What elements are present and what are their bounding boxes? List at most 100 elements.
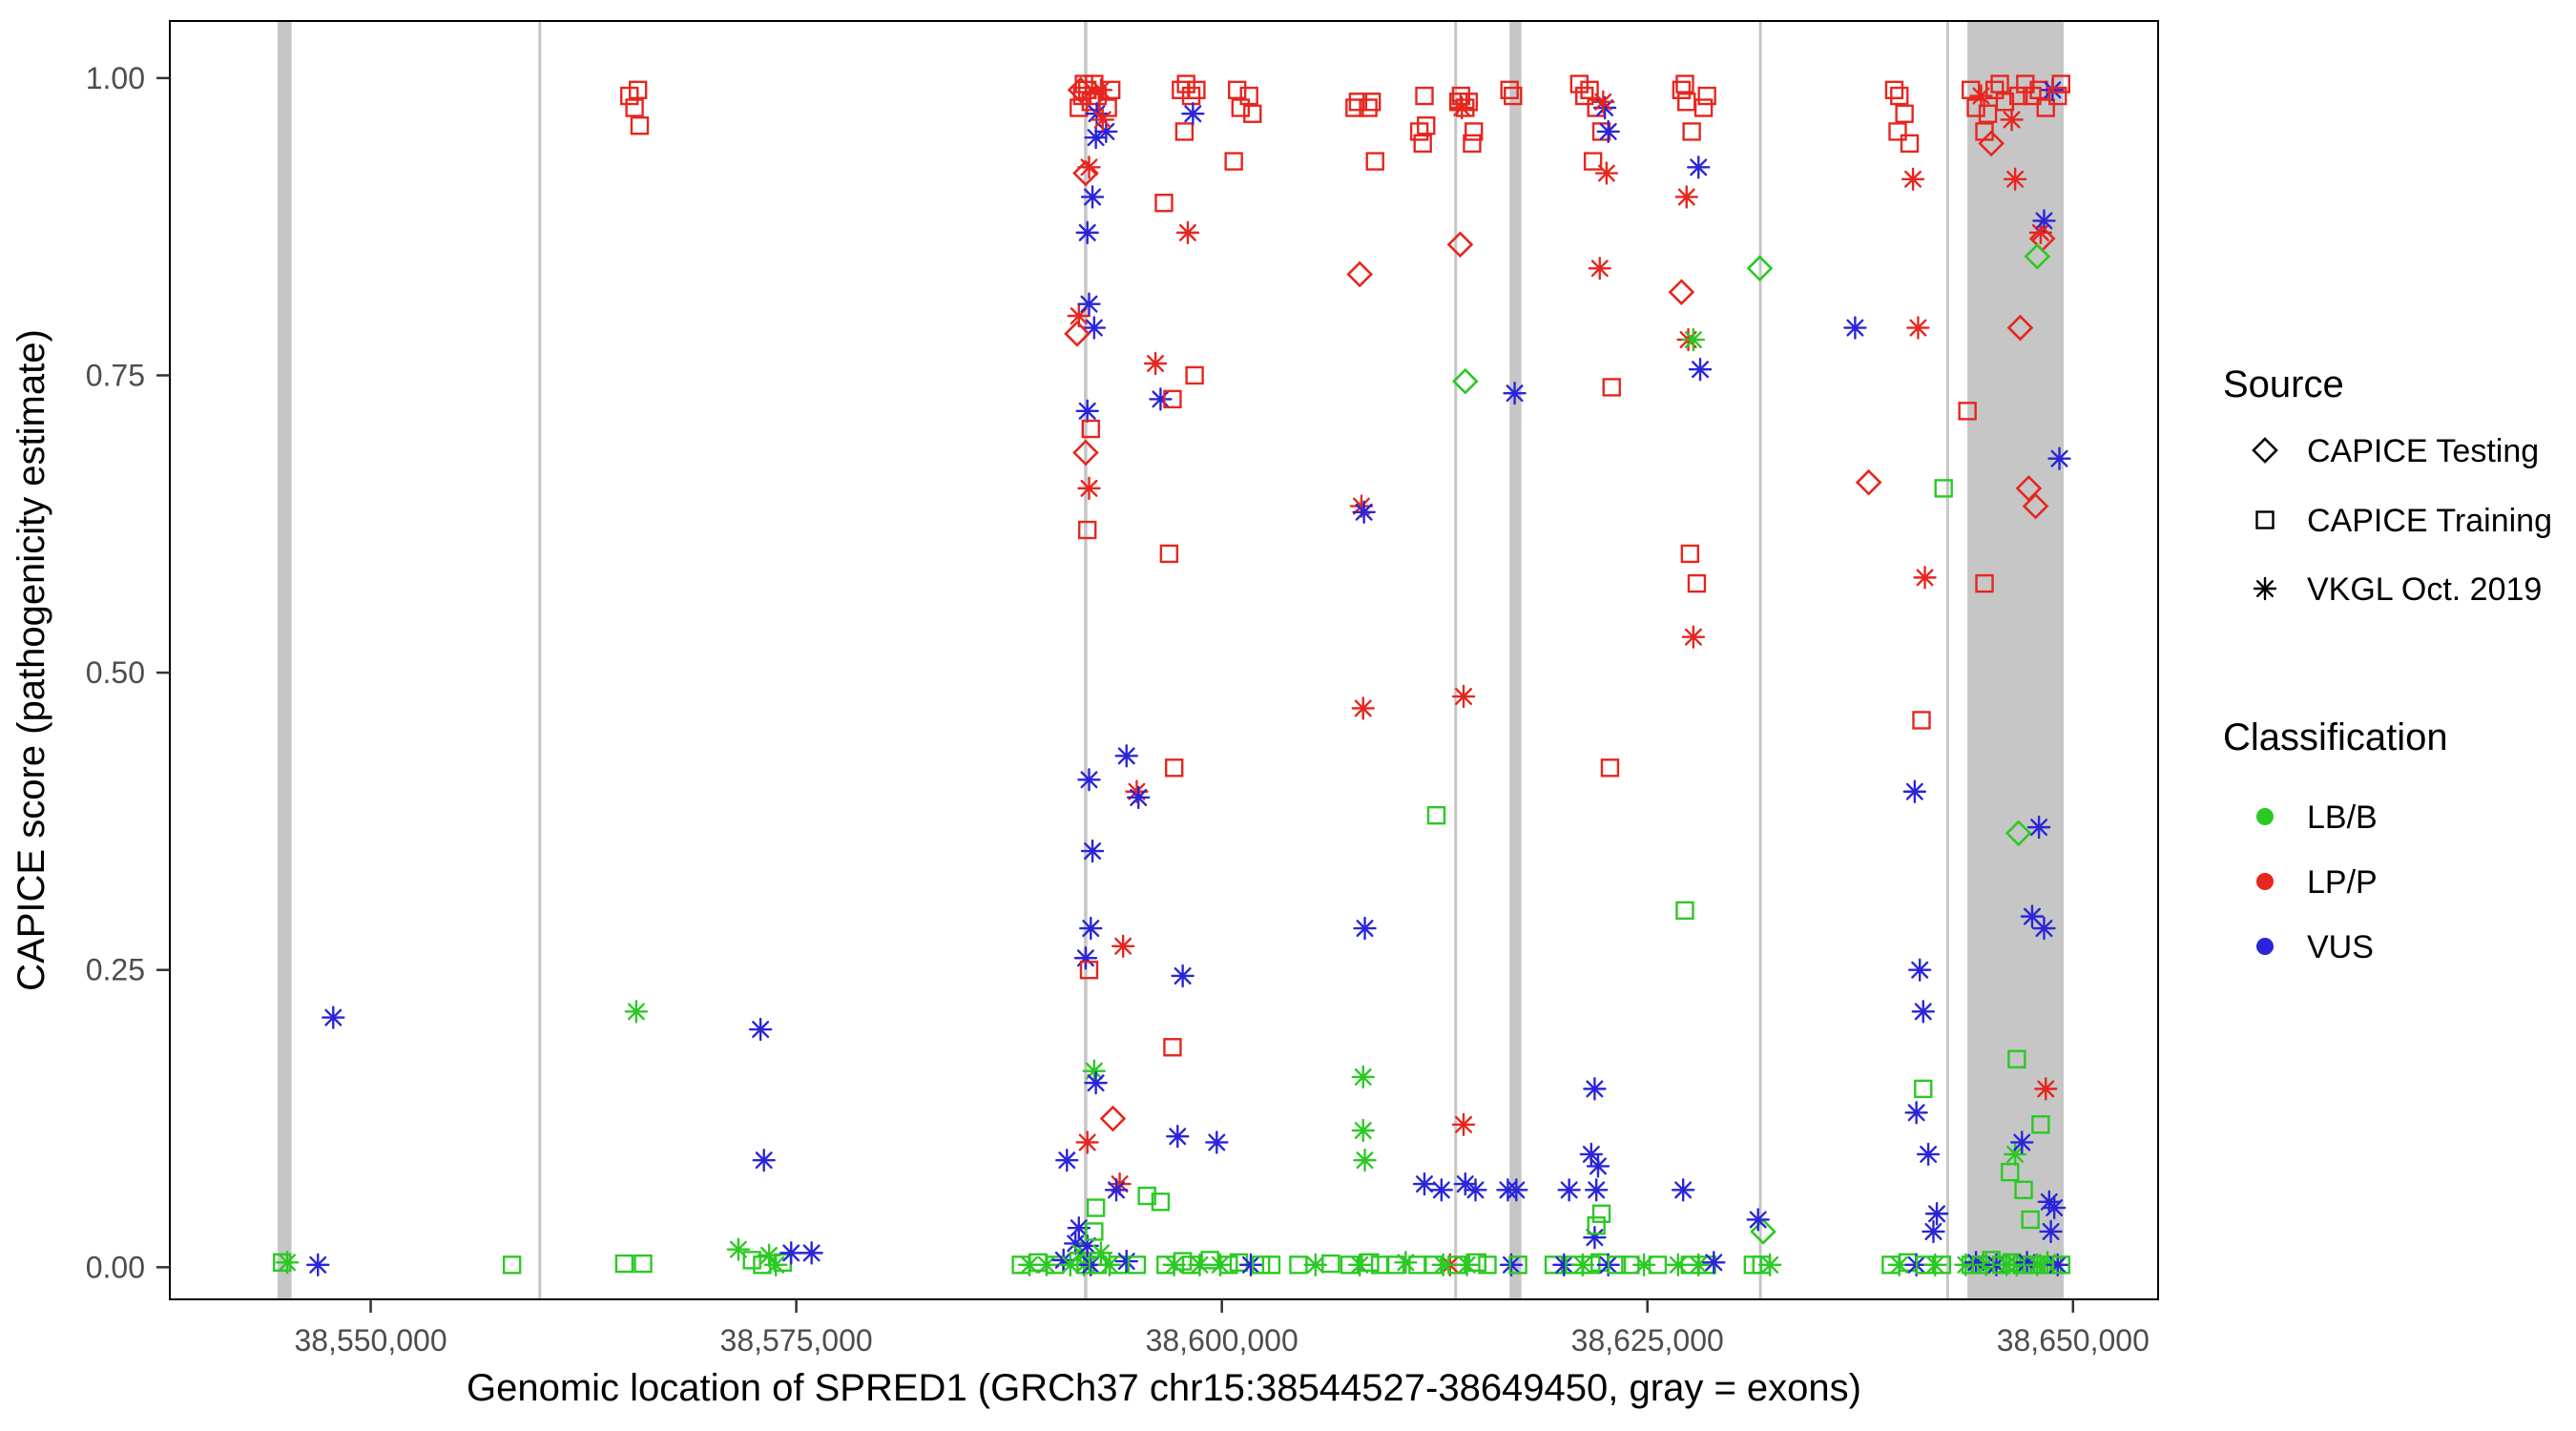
data-point-square-lpp <box>2051 74 2070 93</box>
data-point-asterisk-vus <box>1079 1253 1103 1277</box>
data-point-asterisk-lbb <box>275 1251 300 1275</box>
data-point-asterisk-vus <box>2026 815 2051 840</box>
data-point-asterisk-lbb <box>1353 1148 1377 1172</box>
data-point-square-lbb <box>1587 1216 1606 1235</box>
data-point-asterisk-vus <box>1746 1208 1770 1232</box>
data-point-diamond-lpp <box>1446 231 1474 259</box>
data-point-asterisk-lbb <box>1351 1065 1375 1089</box>
data-point-asterisk-vus <box>1503 381 1527 405</box>
legend-source-label: CAPICE Training <box>2307 503 2552 539</box>
data-point-square-lpp <box>1580 80 1599 99</box>
data-point-square-lpp <box>1243 104 1262 123</box>
data-point-square-lbb <box>1982 1251 2001 1270</box>
data-point-asterisk-lpp <box>1143 351 1168 376</box>
data-point-square-lpp <box>1079 961 1099 980</box>
x-tick-label: 38,650,000 <box>1997 1323 2150 1358</box>
data-point-square-lpp <box>1895 104 1914 123</box>
data-point-square-lpp <box>1224 152 1243 171</box>
data-point-asterisk-vus <box>1412 1172 1437 1196</box>
data-point-square-lpp <box>1078 520 1097 540</box>
data-point-square-lpp <box>1978 104 1998 123</box>
data-point-asterisk-lbb <box>1089 1241 1113 1265</box>
data-point-asterisk-lbb <box>1455 1253 1479 1277</box>
data-point-asterisk-lpp <box>1969 84 1993 108</box>
data-point-square-lpp <box>1459 93 1479 112</box>
exon-bands-layer <box>277 21 2064 1299</box>
data-point-asterisk-vus <box>306 1253 330 1277</box>
data-point-square-lbb <box>742 1251 761 1270</box>
data-point-asterisk-lbb <box>1351 1118 1375 1143</box>
data-point-asterisk-lbb <box>1666 1253 1691 1277</box>
data-point-asterisk-vus <box>1688 358 1713 382</box>
data-point-asterisk-lpp <box>1451 1112 1476 1136</box>
exon-band <box>277 21 292 1299</box>
data-point-asterisk-vus <box>1166 1125 1190 1149</box>
data-point-square-lpp <box>1583 152 1603 171</box>
data-point-square-lpp <box>1101 80 1121 99</box>
data-point-asterisk-vus <box>1583 1225 1607 1250</box>
data-point-square-lbb <box>2001 1162 2020 1182</box>
data-point-asterisk-vus <box>1908 958 1932 982</box>
data-point-square-lpp <box>1359 98 1378 117</box>
data-point-asterisk-vus <box>2032 916 2056 941</box>
legend-classification-title: Classification <box>2223 716 2448 758</box>
data-point-square-lpp <box>1413 134 1432 154</box>
data-point-asterisk-vus <box>1127 785 1151 810</box>
data-point-square-lpp <box>1081 419 1100 439</box>
data-point-asterisk-lpp <box>1588 257 1611 280</box>
data-point-asterisk-lbb <box>1347 1253 1372 1277</box>
data-point-asterisk-vus <box>1916 1142 1941 1167</box>
data-point-square-lpp <box>1187 80 1206 99</box>
data-point-asterisk-vus <box>1904 1101 1928 1125</box>
data-point-asterisk-vus <box>752 1148 776 1172</box>
legend-class-label: VUS <box>2307 929 2374 965</box>
data-point-asterisk-vus <box>1077 768 1101 792</box>
data-point-asterisk-vus <box>1075 399 1099 424</box>
legend-class-label: LB/B <box>2307 799 2378 836</box>
data-point-asterisk-lbb <box>1082 1059 1107 1083</box>
data-point-asterisk-lpp <box>1591 90 1615 114</box>
data-point-square-lbb <box>2051 1255 2070 1275</box>
data-point-asterisk-vus <box>1557 1178 1581 1202</box>
data-point-asterisk-lbb <box>1188 1253 1212 1277</box>
data-point-square-lpp <box>1958 402 1977 421</box>
data-point-square-lpp <box>630 115 650 135</box>
data-point-asterisk-vus <box>748 1017 773 1042</box>
data-point-square-lpp <box>1687 573 1707 593</box>
data-point-square-lpp <box>2023 86 2042 106</box>
data-point-asterisk-vus <box>1843 316 1867 340</box>
data-point-diamond-lpp <box>2006 314 2034 342</box>
data-point-asterisk-lpp <box>2034 1077 2058 1101</box>
data-point-square-lpp <box>1575 86 1594 106</box>
data-point-asterisk-vus <box>1079 916 1103 941</box>
data-point-asterisk-lpp <box>1111 934 1135 958</box>
data-point-square-lbb <box>1200 1251 1219 1270</box>
exon-band <box>1084 21 1088 1299</box>
data-point-diamond-lpp <box>1067 76 1094 104</box>
data-point-asterisk-vus <box>1352 500 1376 525</box>
data-point-asterisk-vus <box>1583 1077 1607 1101</box>
exon-band <box>1945 21 1949 1299</box>
data-point-square-lbb <box>1408 1255 1427 1275</box>
data-point-asterisk-lbb <box>726 1237 751 1261</box>
data-point-asterisk-vus <box>1584 1178 1609 1202</box>
data-point-square-lpp <box>1185 365 1204 385</box>
data-point-diamond-lpp <box>2022 492 2049 520</box>
data-point-asterisk-lpp <box>1913 566 1937 590</box>
data-point-asterisk-lpp <box>1091 108 1114 132</box>
data-point-asterisk-lbb <box>1681 327 1706 352</box>
data-point-square-lpp <box>1172 80 1191 99</box>
data-point-diamond-lpp <box>1072 159 1099 187</box>
data-point-asterisk-vus <box>2010 1130 2034 1154</box>
data-point-square-lbb <box>1261 1255 1281 1275</box>
data-point-square-lbb <box>1252 1255 1271 1275</box>
legend-square-icon <box>2255 510 2275 529</box>
data-point-square-lbb <box>614 1254 634 1274</box>
data-point-asterisk-vus <box>1924 1202 1949 1226</box>
data-point-square-lpp <box>1912 711 1931 730</box>
data-point-asterisk-vus <box>2039 1219 2063 1244</box>
data-point-asterisk-vus <box>779 1241 803 1265</box>
data-point-square-lpp <box>1448 93 1468 112</box>
legend-class-label: LP/P <box>2307 864 2378 901</box>
data-point-square-lbb <box>1085 1222 1104 1241</box>
